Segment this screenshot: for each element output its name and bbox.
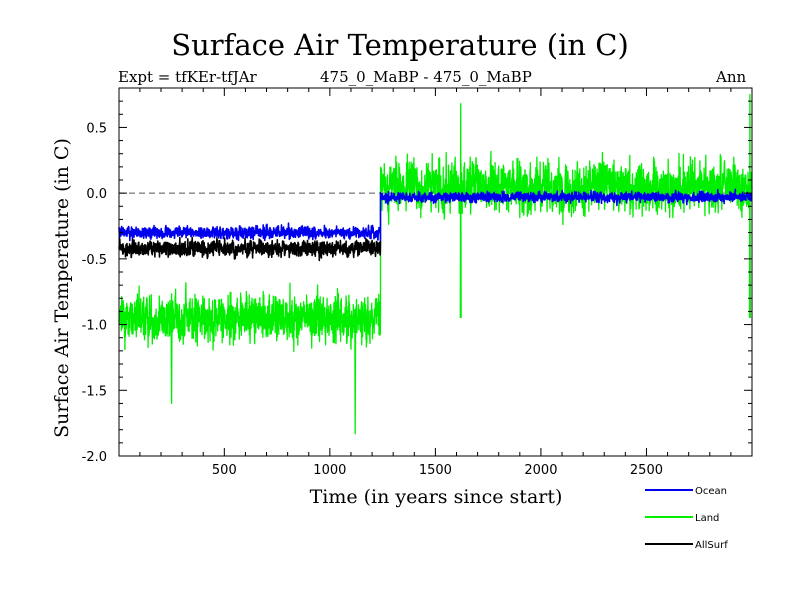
y-tick-label: -1.0 [82, 319, 107, 334]
y-axis-label: Surface Air Temperature (in C) [51, 138, 73, 438]
legend: Ocean Land AllSurf [645, 486, 728, 551]
y-tick-label: 0.0 [86, 187, 107, 202]
y-tick-label: -0.5 [82, 253, 107, 268]
x-tick-label: 500 [212, 463, 237, 478]
x-tick-label: 1500 [419, 463, 452, 478]
legend-label-allsurf: AllSurf [695, 540, 728, 551]
series-line-land [118, 93, 753, 435]
y-tick-label: -1.5 [82, 384, 107, 399]
y-tick-label: 0.5 [86, 121, 107, 136]
series-line-ocean [118, 188, 753, 242]
x-tick-label: 1000 [313, 463, 346, 478]
series-line-allsurf [118, 236, 382, 262]
series-layer [118, 93, 753, 435]
season-label: Ann [716, 68, 747, 86]
legend-label-ocean: Ocean [695, 486, 727, 497]
x-tick-label: 2000 [524, 463, 557, 478]
x-tick-label: 2500 [630, 463, 663, 478]
axes: 500 1000 1500 2000 2500 -2.0 -1.5 -1.0 -0.5 0.0 0.… [82, 87, 753, 478]
plot-frame [118, 87, 753, 457]
period-label: 475_0_MaBP - 475_0_MaBP [320, 68, 532, 86]
experiment-label: Expt = tfKEr-tfJAr [118, 68, 257, 86]
y-tick-label: -2.0 [82, 450, 107, 465]
legend-label-land: Land [695, 513, 719, 524]
chart-title: Surface Air Temperature (in C) [171, 28, 629, 62]
x-axis-label: Time (in years since start) [310, 486, 563, 508]
